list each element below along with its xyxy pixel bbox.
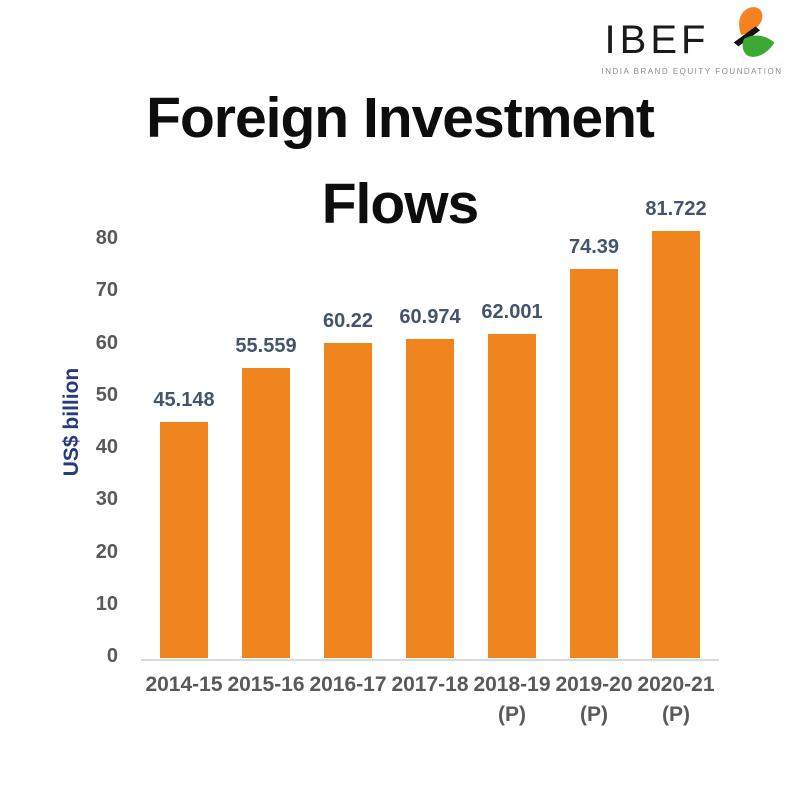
ibef-logo-row: IBEF (592, 6, 792, 64)
y-tick-label: 70 (95, 279, 118, 302)
bar-value-label: 81.722 (645, 198, 707, 220)
ibef-logo-subtitle: INDIA BRAND EQUITY FOUNDATION (601, 67, 783, 76)
y-tick-label: 60 (95, 331, 118, 354)
chart-title: Foreign Investment Flows (0, 76, 800, 247)
bar (488, 334, 536, 658)
x-tick-label: 2016-17 (309, 673, 387, 696)
chart-title-line2: Flows (321, 171, 480, 236)
x-tick-label: 2017-18 (391, 673, 469, 696)
y-tick-label: 30 (95, 488, 118, 511)
y-tick-label: 50 (95, 383, 118, 406)
y-tick-label: 80 (95, 227, 118, 249)
y-tick-label: 0 (106, 645, 118, 667)
bar (324, 343, 372, 658)
y-axis-title: US$ billion (60, 367, 83, 477)
bar-value-label: 55.559 (235, 334, 297, 357)
ibef-logo: IBEF INDIA BRAND EQUITY FOUNDATION (592, 6, 792, 76)
y-tick-label: 20 (95, 540, 118, 563)
x-tick-label: 2019-20 (P) (555, 673, 633, 727)
ibef-logo-text: IBEF (604, 18, 710, 62)
y-tick-label: 10 (95, 592, 118, 615)
bar-value-label: 60.974 (399, 306, 461, 329)
bar (160, 422, 208, 658)
x-tick-label: 2014-15 (145, 673, 223, 696)
x-tick-label: 2018-19 (P) (473, 673, 551, 727)
chart-title-line1: Foreign Investment (146, 86, 655, 150)
y-tick-label: 40 (95, 436, 118, 458)
bar-value-label: 45.148 (153, 389, 215, 412)
bar (652, 231, 700, 658)
bar (406, 339, 454, 658)
bar-value-label: 60.22 (322, 310, 374, 333)
ibef-bird-icon (734, 7, 775, 57)
bar (242, 367, 290, 658)
x-axis-line (141, 659, 719, 661)
bar-value-label: 74.39 (568, 236, 620, 259)
x-tick-label: 2020-21 (P) (637, 673, 715, 727)
bar-value-label: 62.001 (481, 301, 543, 324)
x-tick-label: 2015-16 (227, 673, 305, 696)
bar (570, 269, 618, 658)
